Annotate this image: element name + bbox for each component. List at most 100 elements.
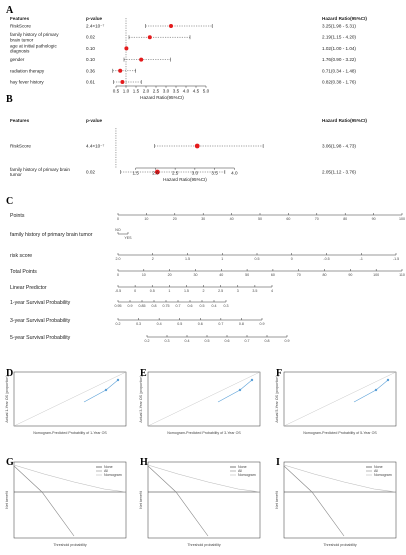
calibration-plot-e: Nomogram-Predicted Probability of 3-Year…	[139, 371, 261, 435]
nomogram-tick-label: 4	[271, 289, 273, 293]
nomogram-tick-label: 0.5	[205, 339, 210, 343]
nomogram-tick-label: -1	[360, 257, 363, 261]
nomogram-tick-label: 10	[144, 217, 148, 221]
decision-h-plot-frame	[147, 461, 261, 539]
calibration-f-plot-frame	[283, 371, 397, 427]
nomogram-tick-label: 0.85	[139, 304, 146, 308]
forest-a-feature-label: RiskScore	[10, 24, 31, 29]
nomogram-tick-label: -0.5	[323, 257, 329, 261]
decision-i-ylabel: Net benefit	[275, 491, 279, 508]
forest-a-x-tick-label: 1.5	[133, 89, 140, 94]
calibration-d-ylabel: Actual 1-Year OS (proportion)	[5, 375, 9, 422]
nomogram-tick-label: 70	[315, 217, 319, 221]
decision-g-plot-frame	[13, 461, 127, 539]
calibration-e-ideal-line	[147, 371, 261, 427]
calibration-e-calibration-curve	[217, 379, 253, 403]
forest-a-hr-point	[139, 57, 144, 62]
forest-b-x-tick-label: 2.5	[172, 171, 179, 176]
nomogram-tick-label: -0.5	[115, 289, 121, 293]
forest-b-hr-label: 2.05(1.12 - 3.76)	[322, 170, 356, 175]
nomogram-row-label: 1-year Survival Probability	[10, 300, 71, 306]
calibration-d-calibration-curve	[83, 379, 119, 403]
decision-g-legend-label: Nomogram	[104, 473, 122, 477]
decision-i-xlabel: Threshold probability	[323, 543, 357, 547]
forest-b-hr-point	[154, 169, 160, 175]
forest-b-pvalue: 0.02	[86, 170, 95, 175]
nomogram-tick-label: 0.7	[218, 322, 223, 326]
nomogram-tick-label: 0.3	[165, 339, 170, 343]
calibration-plot-f: Nomogram-Predicted Probability of 5-Year…	[275, 371, 397, 435]
calibration-f-calibration-curve	[353, 379, 389, 403]
calibration-f-calibration-point	[374, 388, 378, 392]
forest-a-x-tick-label: 2.5	[153, 89, 160, 94]
nomogram-row-label: 3-year Survival Probability	[10, 318, 71, 324]
nomogram-tick-label: 0.7	[245, 339, 250, 343]
nomogram-tick-label: 100	[373, 273, 379, 277]
calibration-e-ylabel: Actual 3-Year OS (proportion)	[139, 375, 143, 422]
decision-i-nomogram-line	[283, 464, 397, 493]
forest-b-hr-label: 3.06(1.98 - 4.73)	[322, 144, 356, 149]
forest-b-xlabel: Hazard Ratio(95%CI)	[163, 177, 207, 182]
nomogram-tick-label: NO	[115, 228, 121, 232]
decision-g-nomogram-line	[13, 464, 127, 493]
forest-a-pvalue: 0.10	[86, 57, 95, 62]
decision-h-legend-label: Nomogram	[238, 473, 256, 477]
calibration-e-calibration-point	[250, 378, 254, 382]
forest-a-hr-label: 0.71(0.34 - 1.48)	[322, 68, 356, 73]
nomogram-tick-label: 0.95	[115, 304, 122, 308]
nomogram-tick-label: 1.5	[184, 289, 189, 293]
nomogram-tick-label: 0.5	[150, 289, 155, 293]
forest-plot-b: Features p-value Hazard Ratio(95%CI) Ris…	[10, 118, 367, 182]
forest-a-x-tick-label: 2.0	[143, 89, 150, 94]
nomogram-tick-label: 80	[323, 273, 327, 277]
forest-a-x-tick-label: 4.0	[183, 89, 190, 94]
forest-b-x-tick-label: 1.5	[132, 171, 139, 176]
forest-b-header-pvalue: p-value	[86, 118, 103, 123]
forest-a-pvalue: 2.4×10⁻⁷	[86, 24, 105, 29]
nomogram-tick-label: 20	[168, 273, 172, 277]
nomogram-tick-label: 0.8	[152, 304, 157, 308]
decision-i-all-line	[283, 465, 345, 537]
nomogram-tick-label: YES	[124, 236, 132, 240]
decision-g-ylabel: Net benefit	[5, 491, 9, 508]
nomogram-tick-label: 90	[372, 217, 376, 221]
decision-g-legend-label: All	[104, 469, 108, 473]
forest-a-x-tick-label: 3.0	[163, 89, 170, 94]
nomogram-tick-label: -1.5	[393, 257, 399, 261]
panel-letter-a: A	[6, 5, 14, 16]
forest-a-x-tick-label: 5.0	[203, 89, 210, 94]
nomogram-tick-label: 0.6	[188, 304, 193, 308]
forest-a-pvalue: 0.61	[86, 80, 95, 85]
forest-a-hr-label: 2.19(1.15 - 4.20)	[322, 35, 356, 40]
calibration-d-calibration-point	[104, 388, 108, 392]
nomogram-row-label: Linear Predictor	[10, 285, 47, 291]
panel-letter-e: E	[140, 368, 147, 379]
decision-g-xlabel: Threshold probability	[53, 543, 87, 547]
nomogram-tick-label: 0.5	[177, 322, 182, 326]
decision-g-legend-label: None	[104, 465, 113, 469]
forest-a-hr-point	[120, 80, 125, 84]
forest-plot-a: Features p-value Hazard Ratio(95%CI) Haz…	[10, 16, 367, 100]
nomogram-tick-label: 40	[230, 217, 234, 221]
calibration-plot-d: Nomogram-Predicted Probability of 1-Year…	[5, 371, 127, 435]
nomogram-tick-label: 100	[399, 217, 405, 221]
decision-h-nomogram-line	[147, 464, 261, 493]
forest-a-hr-point	[147, 35, 152, 40]
forest-a-xlabel: Hazard Ratio(95%CI)	[140, 95, 184, 100]
calibration-e-plot-frame	[147, 371, 261, 427]
nomogram-tick-label: 3	[237, 289, 239, 293]
calibration-d-ideal-line	[13, 371, 127, 427]
forest-a-pvalue: 0.36	[86, 68, 95, 73]
nomogram-tick-label: 0.5	[200, 304, 205, 308]
nomogram-tick-label: 2	[152, 257, 154, 261]
forest-a-hr-point	[118, 68, 123, 73]
nomogram-tick-label: 1	[168, 289, 170, 293]
nomogram-tick-label: 60	[286, 217, 290, 221]
calibration-e-xlabel: Nomogram-Predicted Probability of 3-Year…	[167, 431, 241, 435]
nomogram-tick-label: 0.4	[157, 322, 162, 326]
nomogram-tick-label: 40	[219, 273, 223, 277]
nomogram-row-label: Total Points	[10, 269, 37, 275]
decision-i-legend-label: All	[374, 469, 378, 473]
